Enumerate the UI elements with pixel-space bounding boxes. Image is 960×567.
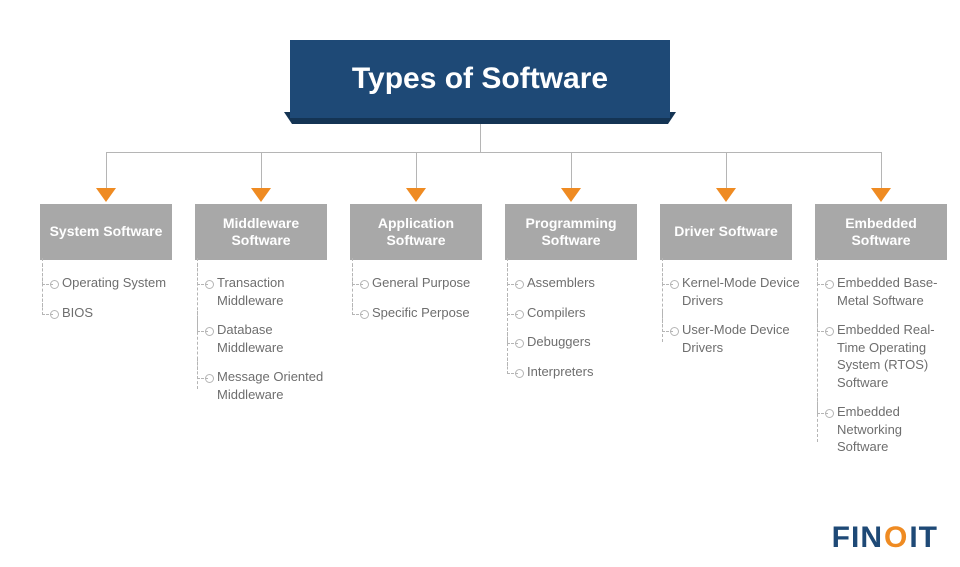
category-items: AssemblersCompilersDebuggersInterpreters: [505, 268, 645, 386]
category-node: Application Software: [350, 204, 482, 260]
category-items: General PurposeSpecific Perpose: [350, 268, 490, 327]
category-node: Middleware Software: [195, 204, 327, 260]
list-item: Operating System: [40, 268, 180, 298]
category-items: Transaction MiddlewareDatabase Middlewar…: [195, 268, 335, 409]
connector-drop: [416, 152, 417, 190]
arrow-down-icon: [561, 188, 581, 202]
list-item: Message Oriented Middleware: [195, 362, 335, 409]
list-item: Assemblers: [505, 268, 645, 298]
connector-drop: [261, 152, 262, 190]
arrow-down-icon: [251, 188, 271, 202]
category-node: System Software: [40, 204, 172, 260]
logo-text-pre: FIN: [832, 521, 883, 555]
list-item: Embedded Base-Metal Software: [815, 268, 955, 315]
connector-drop: [571, 152, 572, 190]
arrow-down-icon: [96, 188, 116, 202]
category-node: Driver Software: [660, 204, 792, 260]
category-items: Kernel-Mode Device DriversUser-Mode Devi…: [660, 268, 800, 362]
list-item: Interpreters: [505, 357, 645, 387]
list-item: User-Mode Device Drivers: [660, 315, 800, 362]
category-items: Embedded Base-Metal SoftwareEmbedded Rea…: [815, 268, 955, 462]
arrow-down-icon: [406, 188, 426, 202]
arrow-down-icon: [871, 188, 891, 202]
list-item: Kernel-Mode Device Drivers: [660, 268, 800, 315]
connector-trunk: [480, 124, 481, 152]
category-items: Operating SystemBIOS: [40, 268, 180, 327]
connector-horizontal: [106, 152, 881, 153]
list-item: Embedded Networking Software: [815, 397, 955, 462]
category-node: Embedded Software: [815, 204, 947, 260]
brand-logo: FINOIT: [832, 521, 938, 555]
arrow-down-icon: [716, 188, 736, 202]
logo-text-o: O: [884, 521, 908, 555]
list-item: Transaction Middleware: [195, 268, 335, 315]
connector-drop: [881, 152, 882, 190]
list-item: BIOS: [40, 298, 180, 328]
connector-drop: [726, 152, 727, 190]
root-node: Types of Software: [290, 40, 670, 118]
list-item: Specific Perpose: [350, 298, 490, 328]
category-node: Programming Software: [505, 204, 637, 260]
list-item: Embedded Real-Time Operating System (RTO…: [815, 315, 955, 397]
connector-drop: [106, 152, 107, 190]
list-item: General Purpose: [350, 268, 490, 298]
list-item: Debuggers: [505, 327, 645, 357]
list-item: Compilers: [505, 298, 645, 328]
list-item: Database Middleware: [195, 315, 335, 362]
logo-text-post: IT: [909, 521, 938, 555]
